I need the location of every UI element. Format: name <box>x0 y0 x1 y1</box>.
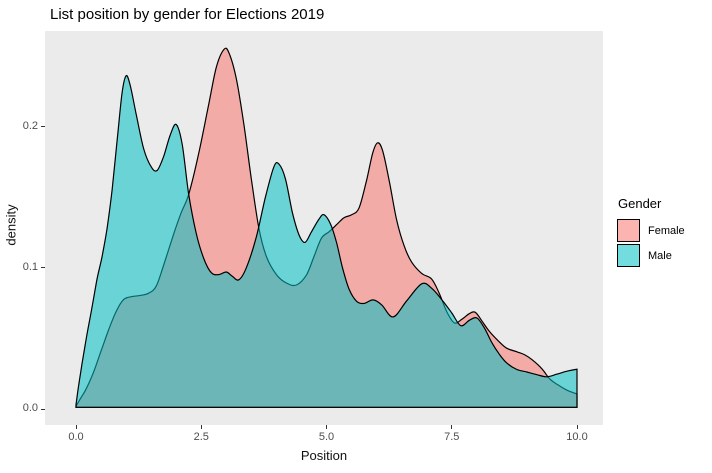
x-tick-mark <box>451 425 453 429</box>
legend-label: Female <box>648 224 685 237</box>
y-tick-label: 0.1 <box>22 260 38 273</box>
legend-title: Gender <box>618 196 662 211</box>
x-tick-label: 2.5 <box>193 431 209 443</box>
y-axis-title: density <box>3 204 19 246</box>
x-axis-title: Position <box>300 448 348 463</box>
x-tick-mark <box>75 425 77 429</box>
legend-key-male: Male <box>617 243 685 268</box>
legend-swatch-icon <box>617 219 640 242</box>
legend-key-female: Female <box>617 218 685 243</box>
y-tick-mark <box>41 126 45 128</box>
x-tick-label: 5.0 <box>318 431 335 443</box>
legend-label: Male <box>648 249 672 262</box>
legend: Gender Female Male <box>617 196 685 268</box>
x-tick-label: 10.0 <box>566 431 588 443</box>
plot-panel <box>45 31 603 425</box>
chart-title: List position by gender for Elections 20… <box>50 6 325 23</box>
y-tick-label: 0.2 <box>22 119 38 132</box>
x-tick-mark <box>326 425 327 429</box>
density-plot <box>75 47 578 408</box>
density-area-male <box>75 74 578 408</box>
legend-swatch-icon <box>617 244 640 267</box>
x-tick-label: 0.0 <box>68 431 84 443</box>
y-tick-label: 0.0 <box>22 402 38 414</box>
y-tick-mark <box>41 267 45 269</box>
y-tick-mark <box>41 408 45 410</box>
x-tick-label: 7.5 <box>444 431 460 443</box>
legend-keys: Female Male <box>617 218 685 268</box>
x-tick-mark <box>576 425 578 429</box>
x-tick-mark <box>200 425 202 429</box>
